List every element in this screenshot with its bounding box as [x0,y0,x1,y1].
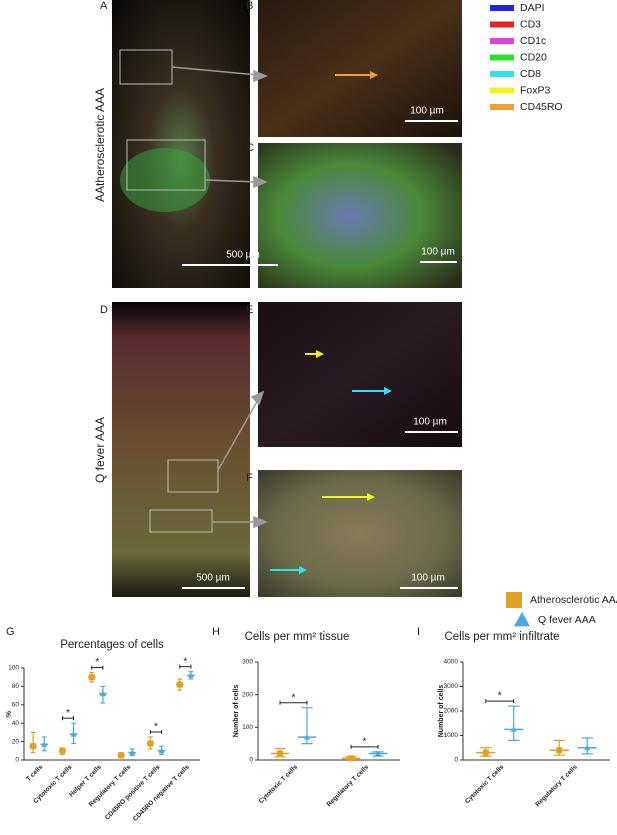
micrograph-c [258,143,462,288]
panel-label: H [212,626,220,638]
y-tick-label: 60 [12,702,20,709]
y-tick-label: 2000 [444,708,459,715]
panel-label: D [100,304,108,316]
zoom-box [126,139,206,191]
panel-label: F [246,472,253,484]
significance-label: * [363,736,367,747]
scale-bar-label: 100 µm [421,247,455,258]
x-tick-label: CD45RO negative T cells [132,763,191,822]
y-tick-label: 80 [12,683,20,690]
channel-name: DAPI [520,2,545,14]
legend-label: Q fever AAA [538,614,596,626]
panel-label: I [417,626,420,638]
x-tick-label: Regulatory T cells [534,763,579,808]
zoom-box [167,459,219,493]
channel-name: CD20 [520,51,547,63]
y-axis-label: Number of cells [438,685,445,738]
panel-label: B [246,0,253,12]
channel-name: CD1c [520,35,546,47]
x-tick-label: CD45RO positive T cells [104,763,162,821]
y-tick-label: 3000 [444,683,459,690]
micrograph-e [258,302,462,447]
y-tick-label: 0 [249,757,253,764]
panel-label: C [246,142,254,154]
micrographs [112,0,462,597]
micrograph-a [112,0,250,288]
y-axis-label: % [6,710,13,717]
channel-swatch [490,71,514,77]
micrograph-b [258,0,462,137]
legend-marker [514,612,530,627]
scale-bar-label: 100 µm [410,106,444,117]
legend-marker [506,592,522,608]
significance-label: * [498,691,502,702]
significance-label: * [154,722,158,733]
infiltrate [120,148,210,212]
y-tick-label: 20 [12,738,20,745]
channel-swatch [490,38,514,44]
scale-bar-label: 100 µm [413,417,447,428]
panel-label: G [6,626,15,638]
y-tick-label: 0 [15,757,19,764]
scale-bar-label: 100 µm [411,573,445,584]
channel-name: CD45RO [520,101,563,113]
y-tick-label: 100 [8,665,19,672]
y-axis-label: Number of cells [233,685,240,738]
channel-swatch [490,5,514,11]
x-tick-label: Regulatory T cells [326,763,371,808]
channel-name: CD8 [520,68,541,80]
y-tick-label: 4000 [444,659,459,666]
significance-label: * [66,708,70,719]
channel-swatch [490,87,514,94]
channel-swatch [490,21,514,28]
chart-title: Cells per mm² infiltrate [444,631,559,643]
scale-bar-label: 500 µm [226,250,260,261]
cell-arrows [270,71,392,574]
y-tick-label: 40 [12,720,20,727]
channel-name: CD3 [520,18,541,30]
x-tick-label: Cytotoxic T cells [464,763,506,805]
row-label: AAtherosclerotic AAA [93,88,107,202]
channel-swatch [490,104,514,110]
micrograph-f [258,470,462,597]
zoom-arrows [171,66,268,529]
y-tick-label: 300 [242,659,253,666]
chart-title: Cells per mm² tissue [245,631,350,643]
y-tick-label: 200 [242,691,253,698]
panel-label: A [100,0,108,12]
channel-swatch [490,54,514,61]
channel-name: FoxP3 [520,84,551,96]
scale-bar-label: 500 µm [196,573,230,584]
micrograph-d [112,302,250,597]
zoom-box [149,509,213,533]
panel-label: E [246,304,253,316]
chart-title: Percentages of cells [60,639,164,651]
y-tick-label: 0 [454,757,458,764]
legend-label: Atherosclerotic AAA [530,594,617,606]
row-label: Q fever AAA [93,417,107,483]
significance-label: * [183,656,187,667]
significance-label: * [95,657,99,668]
significance-label: * [292,692,296,703]
x-tick-label: T cells [25,763,45,783]
x-tick-label: Cytotoxic T cells [258,763,300,805]
y-tick-label: 1000 [444,732,459,739]
y-tick-label: 100 [242,724,253,731]
